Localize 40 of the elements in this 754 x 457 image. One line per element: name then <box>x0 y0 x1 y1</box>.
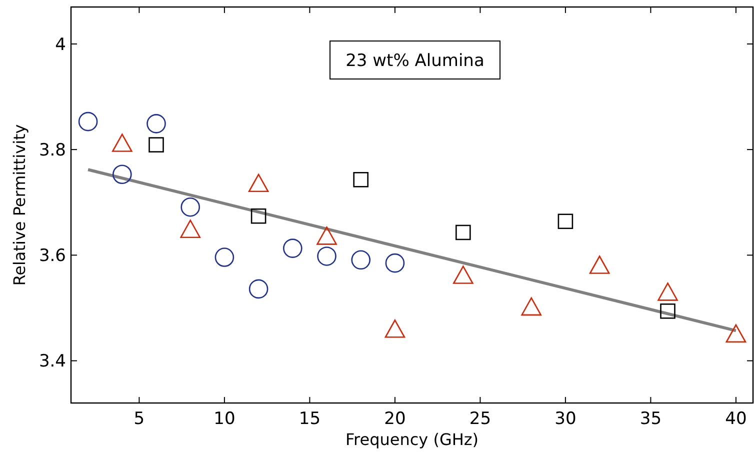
point <box>456 224 471 240</box>
x-tick-label: 25 <box>469 409 492 429</box>
point <box>316 226 337 245</box>
x-tick-label: 30 <box>554 409 576 429</box>
x-tick-label: 15 <box>298 409 321 429</box>
point <box>250 208 266 224</box>
point <box>248 279 268 299</box>
point <box>521 297 542 316</box>
point <box>214 248 234 267</box>
x-tick-label: 5 <box>134 409 145 429</box>
point <box>283 238 302 258</box>
point <box>248 174 269 192</box>
point <box>726 324 746 343</box>
point <box>658 282 678 301</box>
point <box>78 112 98 132</box>
point <box>385 253 405 273</box>
point <box>317 246 336 266</box>
x-tick-label: 35 <box>640 409 662 429</box>
point <box>558 214 574 230</box>
point <box>353 172 368 188</box>
point <box>148 137 164 152</box>
point <box>660 303 676 319</box>
annotation: 23 wt% Alumina <box>346 50 484 71</box>
point <box>180 197 200 217</box>
point <box>453 266 474 284</box>
point <box>112 164 132 184</box>
y-tick-label: 3.8 <box>38 140 66 161</box>
x-tick-label: 10 <box>214 409 236 429</box>
x-tick-label: 20 <box>384 409 406 429</box>
y-tick-label: 3.6 <box>38 246 66 266</box>
point <box>384 319 406 338</box>
y-tick-label: 4 <box>55 34 66 55</box>
point <box>589 256 610 274</box>
point <box>180 220 200 238</box>
y-tick-label: 3.4 <box>38 352 66 372</box>
point <box>146 114 166 134</box>
x-axis-title: Frequency (GHz) <box>345 430 479 449</box>
y-axis-title: Relative Permittivity <box>10 124 29 286</box>
point <box>351 250 370 270</box>
x-tick-label: 40 <box>725 409 747 429</box>
